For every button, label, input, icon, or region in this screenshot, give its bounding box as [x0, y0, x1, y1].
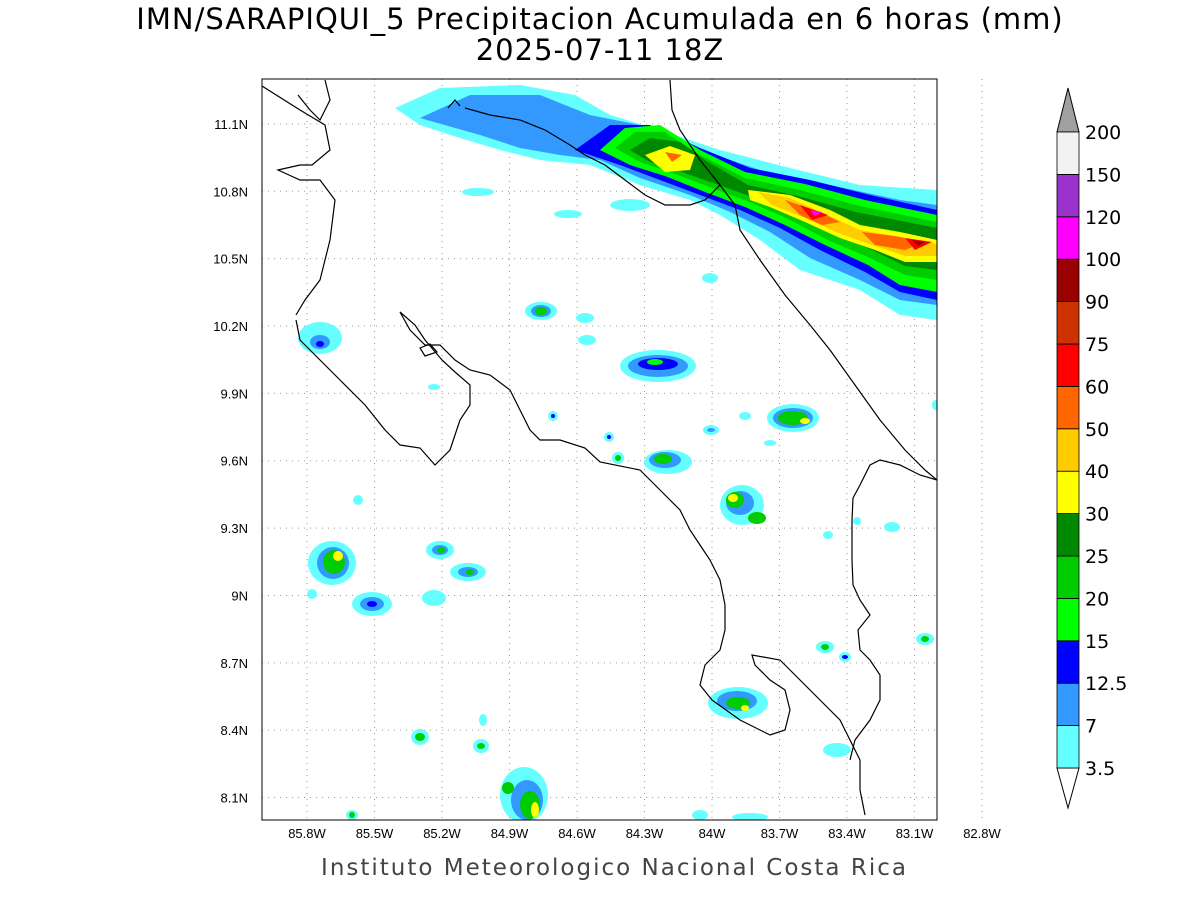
colorbar-swatch — [1056, 555, 1080, 599]
precip-cells-small — [307, 188, 937, 820]
lat-tick-label: 9.3N — [221, 521, 248, 536]
colorbar-swatch — [1056, 301, 1080, 345]
panama-border — [849, 459, 937, 761]
map-title: IMN/SARAPIQUI_5 Precipitacion Acumulada … — [136, 2, 1064, 36]
lat-tick-label: 8.7N — [221, 656, 248, 671]
colorbar: 3.5 7 12.5 15 20 25 30 40 50 60 75 90 100 120 150 200 — [1056, 87, 1127, 810]
lat-tick-label: 9.6N — [221, 454, 248, 469]
nicoya-gulf-island — [419, 343, 439, 357]
lat-tick-label: 11.1N — [214, 117, 248, 132]
lon-tick-label: 85.2W — [423, 826, 461, 841]
colorbar-swatch — [1056, 216, 1080, 260]
map-subtitle-datetime: 2025-07-11 18Z — [475, 33, 725, 67]
precip-band-northeast — [395, 85, 937, 320]
precip-cell-central-2 — [620, 350, 696, 382]
precip-cell-southwest-2 — [352, 592, 392, 616]
precip-cell-nicoya-north — [298, 322, 342, 354]
caribbean-coast — [669, 79, 937, 481]
colorbar-swatch — [1056, 640, 1080, 684]
lat-tick-label: 9.9N — [221, 386, 248, 401]
colorbar-level-label: 15 — [1085, 631, 1109, 653]
longitude-tick-labels: 85.8W 85.5W 85.2W 84.9W 84.6W 84.3W 84W 83.7W 83… — [288, 826, 1001, 841]
colorbar-level-label: 3.5 — [1085, 758, 1115, 780]
colorbar-level-label: 200 — [1085, 122, 1121, 144]
colorbar-swatch — [1056, 725, 1080, 769]
precip-cell-south-coast — [500, 767, 548, 820]
colorbar-min-arrow — [1056, 767, 1080, 810]
colorbar-swatch — [1056, 258, 1080, 303]
lon-tick-label: 82.8W — [963, 826, 1001, 841]
lon-tick-label: 85.8W — [288, 826, 326, 841]
colorbar-swatch — [1056, 513, 1080, 557]
colorbar-level-label: 25 — [1085, 546, 1109, 568]
colorbar-swatch — [1056, 131, 1080, 175]
colorbar-swatch — [1056, 682, 1080, 727]
colorbar-level-label: 60 — [1085, 376, 1109, 398]
lon-tick-label: 84.9W — [491, 826, 529, 841]
colorbar-level-label: 75 — [1085, 334, 1109, 356]
colorbar-swatch — [1056, 385, 1080, 430]
nicaragua-south-border — [464, 107, 721, 206]
lon-tick-label: 83.4W — [828, 826, 866, 841]
colorbar-swatch — [1056, 343, 1080, 387]
lon-tick-label: 83.1W — [896, 826, 934, 841]
lat-tick-label: 10.5N — [213, 252, 248, 267]
colorbar-level-label: 120 — [1085, 207, 1121, 229]
lat-tick-label: 8.4N — [221, 723, 248, 738]
plot-frame — [261, 78, 938, 821]
precip-cell-southwest-1 — [308, 541, 356, 585]
lat-tick-label: 10.2N — [213, 319, 248, 334]
colorbar-level-label: 12.5 — [1085, 673, 1127, 695]
lon-tick-label: 84W — [699, 826, 726, 841]
precipitation-field — [298, 85, 937, 820]
credit-text: Instituto Meteorologico Nacional Costa R… — [321, 855, 908, 881]
precip-cell-central-3 — [644, 450, 692, 474]
pacific-coast-north — [295, 311, 866, 816]
precip-cell-osa — [708, 687, 768, 719]
colorbar-level-label: 7 — [1085, 716, 1097, 738]
precip-cell-southwest-4 — [450, 563, 486, 581]
nicaragua-border — [262, 85, 336, 316]
precip-cell-east-2 — [720, 485, 766, 525]
colorbar-level-label: 50 — [1085, 419, 1109, 441]
latitude-tick-labels: 11.1N 10.8N 10.5N 10.2N 9.9N 9.6N 9.3N 9N 8.7N 8.… — [213, 117, 248, 806]
colorbar-level-label: 30 — [1085, 504, 1109, 526]
lon-tick-label: 85.5W — [356, 826, 394, 841]
colorbar-max-arrow — [1056, 87, 1080, 133]
ometepe-island — [447, 99, 461, 109]
coastline-borders — [262, 79, 937, 816]
precip-cell-southwest-3 — [426, 541, 454, 559]
lat-tick-label: 10.8N — [213, 184, 248, 199]
colorbar-level-label: 20 — [1085, 588, 1109, 610]
lon-tick-label: 84.6W — [558, 826, 596, 841]
colorbar-level-label: 100 — [1085, 249, 1121, 271]
lat-tick-label: 9N — [231, 588, 248, 603]
colorbar-swatch — [1056, 598, 1080, 642]
lon-tick-label: 84.3W — [626, 826, 664, 841]
precip-cell-central-1 — [525, 302, 557, 320]
lon-tick-label: 83.7W — [761, 826, 799, 841]
lake-nicaragua-shore — [297, 79, 331, 122]
lat-tick-label: 8.1N — [221, 791, 248, 806]
colorbar-level-label: 150 — [1085, 164, 1121, 186]
colorbar-level-label: 40 — [1085, 461, 1109, 483]
colorbar-swatch — [1056, 470, 1080, 515]
colorbar-swatch — [1056, 173, 1080, 218]
colorbar-level-label: 90 — [1085, 292, 1109, 314]
colorbar-swatch — [1056, 428, 1080, 472]
precip-cell-east-1 — [767, 404, 819, 432]
